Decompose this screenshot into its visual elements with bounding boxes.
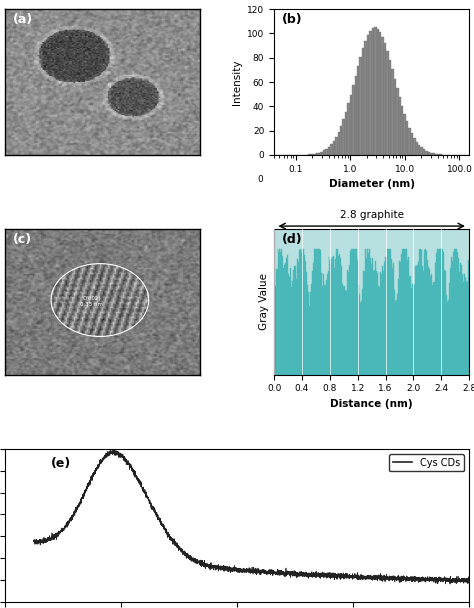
- Bar: [310, 154, 313, 155]
- Bar: [406, 122, 408, 155]
- Bar: [352, 85, 355, 155]
- Text: (e): (e): [51, 457, 72, 469]
- Bar: [386, 51, 389, 155]
- Bar: [423, 150, 425, 155]
- Bar: [367, 35, 369, 155]
- Bar: [430, 153, 433, 155]
- Bar: [347, 103, 350, 155]
- Bar: [374, 27, 376, 155]
- Bar: [433, 153, 435, 155]
- Bar: [320, 151, 323, 155]
- Bar: [345, 112, 347, 155]
- Bar: [384, 43, 386, 155]
- Bar: [425, 151, 428, 155]
- Bar: [337, 131, 340, 155]
- Text: C(002)
0.35 nm: C(002) 0.35 nm: [80, 296, 103, 307]
- Bar: [369, 30, 372, 155]
- Text: 2.8 graphite: 2.8 graphite: [340, 210, 404, 220]
- Bar: [438, 154, 440, 155]
- Bar: [323, 150, 325, 155]
- Bar: [410, 133, 413, 155]
- Bar: [342, 119, 345, 155]
- Bar: [379, 32, 382, 155]
- Text: 0: 0: [257, 175, 263, 184]
- Bar: [399, 97, 401, 155]
- Bar: [413, 138, 416, 155]
- X-axis label: Distance (nm): Distance (nm): [330, 399, 413, 409]
- Bar: [330, 144, 333, 155]
- Text: (d): (d): [282, 233, 302, 246]
- Bar: [313, 154, 316, 155]
- Bar: [357, 66, 359, 155]
- X-axis label: Diameter (nm): Diameter (nm): [328, 179, 415, 189]
- Y-axis label: Intensity: Intensity: [232, 59, 242, 105]
- Text: (a): (a): [12, 13, 33, 27]
- Bar: [359, 57, 362, 155]
- Bar: [391, 69, 393, 155]
- Bar: [365, 41, 367, 155]
- Bar: [362, 49, 365, 155]
- Bar: [428, 152, 430, 155]
- Bar: [340, 126, 342, 155]
- Bar: [350, 94, 352, 155]
- Bar: [408, 128, 410, 155]
- Y-axis label: Gray Value: Gray Value: [258, 274, 269, 330]
- Bar: [318, 153, 320, 155]
- Bar: [372, 28, 374, 155]
- Bar: [416, 142, 418, 155]
- Bar: [420, 147, 423, 155]
- Bar: [355, 75, 357, 155]
- Bar: [393, 78, 396, 155]
- Bar: [435, 154, 438, 155]
- Bar: [316, 153, 318, 155]
- Text: (b): (b): [282, 13, 302, 27]
- Bar: [325, 149, 328, 155]
- Bar: [376, 29, 379, 155]
- Bar: [333, 140, 335, 155]
- Legend: Cys CDs: Cys CDs: [389, 454, 465, 471]
- Bar: [335, 137, 337, 155]
- Bar: [403, 114, 406, 155]
- Bar: [389, 60, 391, 155]
- Bar: [418, 145, 420, 155]
- Bar: [396, 88, 399, 155]
- Bar: [328, 147, 330, 155]
- Text: (c): (c): [12, 233, 32, 246]
- Bar: [382, 37, 384, 155]
- Bar: [401, 106, 403, 155]
